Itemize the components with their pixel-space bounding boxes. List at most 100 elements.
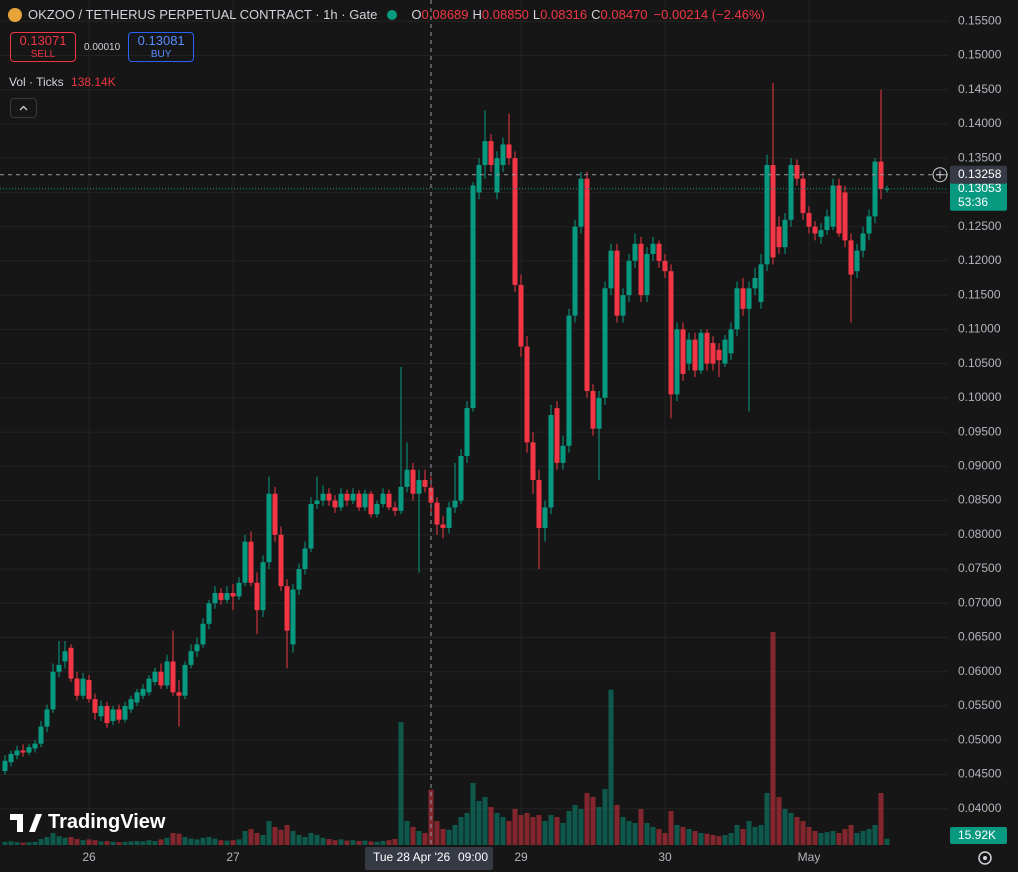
- volume-bar: [266, 820, 272, 845]
- ohlc-value: 0.08470: [600, 7, 648, 22]
- candle-body: [830, 185, 836, 227]
- volume-bar: [92, 840, 98, 845]
- change: −0.00214 (−2.46%): [653, 7, 765, 22]
- volume-bar: [14, 842, 20, 845]
- y-tick-label: 0.13500: [958, 150, 1002, 164]
- volume-bar: [626, 820, 632, 845]
- candle-body: [728, 329, 734, 354]
- volume-bar: [344, 840, 350, 845]
- candle-body: [506, 144, 512, 159]
- candle-body: [356, 493, 362, 508]
- volume-bar: [116, 842, 122, 845]
- candle-body: [272, 493, 278, 535]
- status-dot: [387, 9, 398, 20]
- settings-button[interactable]: [978, 851, 992, 865]
- candle-body: [344, 493, 350, 501]
- candle-body: [416, 480, 422, 494]
- settings-icon: [983, 856, 987, 860]
- volume-bar: [38, 838, 44, 845]
- candle-body: [674, 329, 680, 395]
- volume-bar: [416, 830, 422, 845]
- symbol-title[interactable]: OKZOO / TETHERUS PERPETUAL CONTRACT · 1h…: [28, 7, 378, 22]
- volume-bar: [320, 837, 326, 845]
- volume-bar: [698, 832, 704, 845]
- candle-body: [848, 240, 854, 275]
- ohlc-key: C: [591, 7, 601, 22]
- candle-body: [110, 709, 116, 722]
- ohlc-legend: O0.08689 H0.08850 L0.08316 C0.08470: [407, 7, 647, 22]
- sell-label: SELL: [30, 49, 56, 60]
- volume-bar: [122, 841, 128, 845]
- volume-bar: [662, 832, 668, 845]
- buy-label: BUY: [150, 49, 172, 60]
- sell-button[interactable]: 0.13071 SELL: [10, 32, 76, 62]
- volume-bar: [512, 808, 518, 845]
- volume-bar: [224, 840, 230, 845]
- candle-body: [596, 397, 602, 429]
- volume-bar: [704, 833, 710, 845]
- candle-body: [752, 278, 758, 289]
- candle-body: [422, 480, 428, 487]
- candle-body: [128, 699, 134, 710]
- volume-bar: [458, 816, 464, 845]
- candle-body: [200, 623, 206, 645]
- volume-legend-value: 138.14K: [71, 75, 116, 89]
- volume-bar: [338, 839, 344, 845]
- y-tick-label: 0.10500: [958, 356, 1002, 370]
- candle-body: [698, 332, 704, 371]
- volume-bar: [740, 828, 746, 845]
- candle-body: [404, 469, 410, 487]
- candle-body: [782, 219, 788, 248]
- x-tick-label: 27: [226, 850, 240, 864]
- volume-bar: [734, 824, 740, 845]
- candle-body: [818, 230, 824, 237]
- candle-body: [620, 295, 626, 316]
- volume-bar: [8, 841, 14, 845]
- candle-body: [254, 582, 260, 611]
- buy-button[interactable]: 0.13081 BUY: [128, 32, 195, 62]
- candle-body: [260, 562, 266, 611]
- volume-bar: [500, 816, 506, 845]
- y-tick-label: 0.09000: [958, 458, 1002, 472]
- volume-bar: [104, 840, 110, 845]
- volume-bar: [434, 820, 440, 845]
- trade-panel: 0.13071 SELL 0.00010 0.13081 BUY: [10, 32, 195, 62]
- candle-body: [212, 593, 218, 604]
- candle-body: [308, 503, 314, 549]
- add-alert-button[interactable]: [932, 167, 948, 183]
- y-tick-label: 0.06000: [958, 664, 1002, 678]
- candle-body: [320, 493, 326, 501]
- ohlc-key: L: [532, 7, 541, 22]
- candle-body: [440, 524, 446, 528]
- candle-body: [92, 699, 98, 713]
- volume-bar: [722, 834, 728, 845]
- volume-bar: [596, 806, 602, 845]
- volume-bar: [392, 838, 398, 845]
- volume-bar: [506, 820, 512, 845]
- candle-body: [68, 647, 74, 679]
- volume-bar: [602, 788, 608, 845]
- candle-body: [500, 144, 506, 166]
- candle-body: [314, 500, 320, 504]
- volume-bar: [464, 812, 470, 845]
- collapse-button[interactable]: [10, 98, 37, 118]
- candle-body: [872, 161, 878, 217]
- candle-body: [230, 593, 236, 597]
- volume-bar: [824, 832, 830, 845]
- volume-bar: [182, 836, 188, 845]
- candle-body: [614, 250, 620, 316]
- candle-body: [146, 678, 152, 693]
- volume-bar: [656, 828, 662, 845]
- volume-bar: [134, 840, 140, 845]
- candle-body: [62, 651, 68, 662]
- volume-bar: [470, 782, 476, 845]
- logo-mark: [10, 813, 42, 832]
- volume-bar: [770, 632, 776, 845]
- volume-bar: [188, 838, 194, 845]
- candle-body: [686, 339, 692, 364]
- volume-bar: [140, 841, 146, 845]
- candle-body: [626, 260, 632, 296]
- volume-bar: [572, 804, 578, 845]
- y-tick-label: 0.10000: [958, 390, 1002, 404]
- volume-bar: [674, 824, 680, 845]
